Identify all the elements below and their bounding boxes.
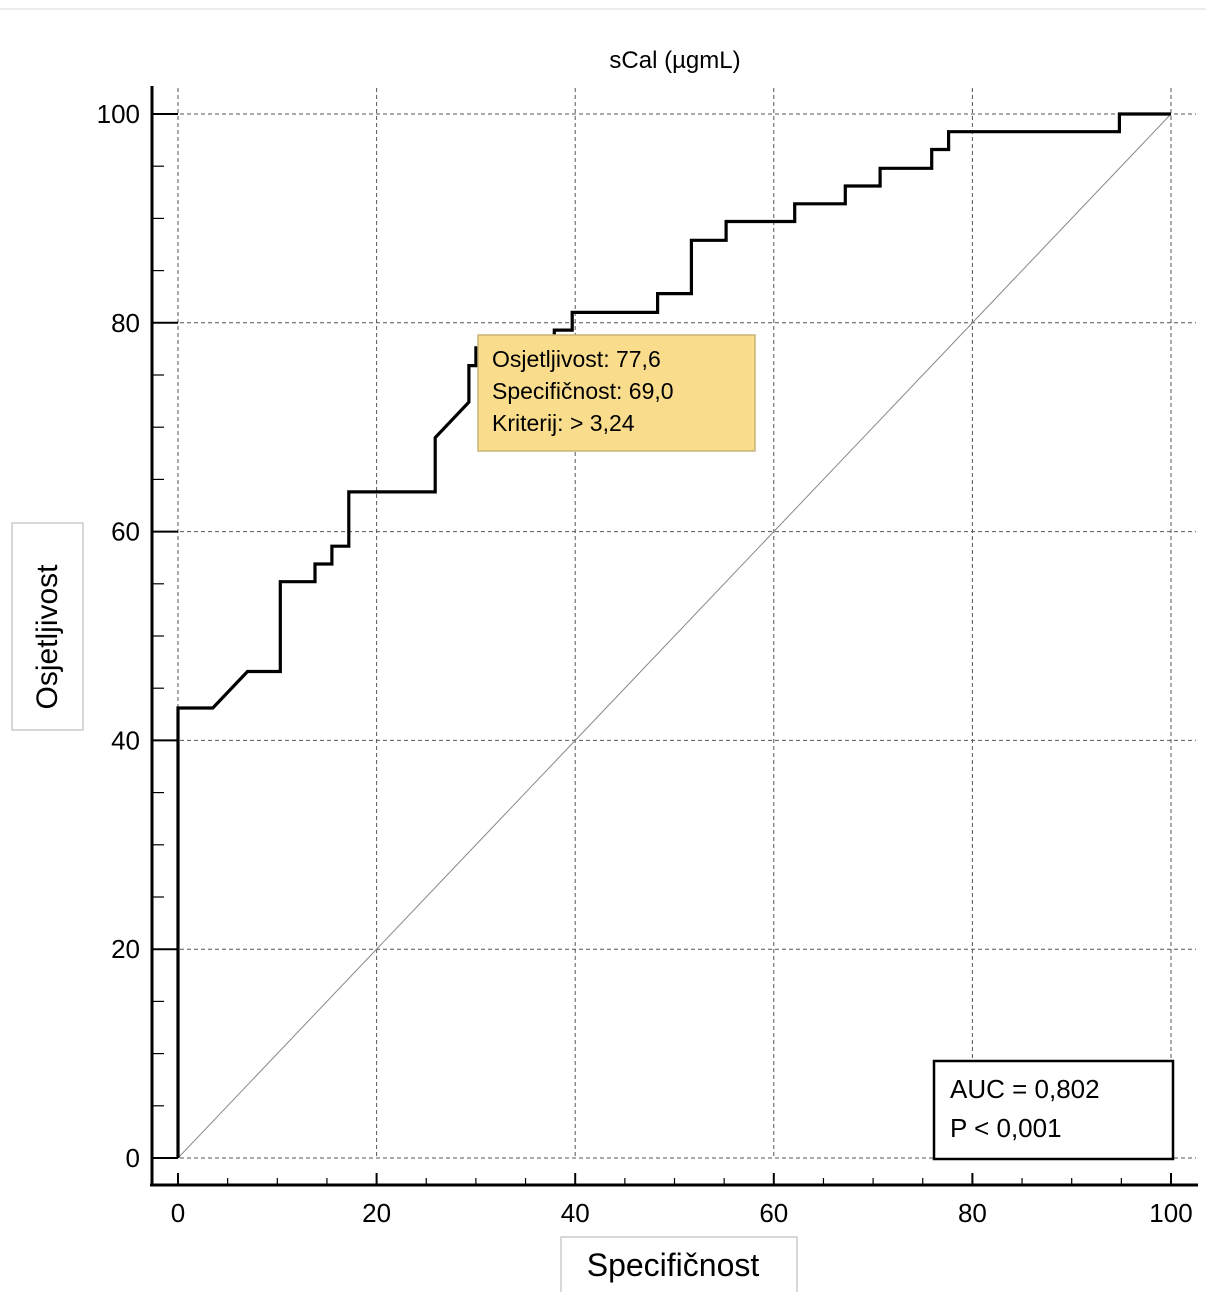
- chart-title: sCal (µgmL): [609, 47, 740, 74]
- y-tick-label: 60: [111, 517, 140, 547]
- roc-curve: [176, 112, 1171, 1158]
- y-axis-label: Osjetljivost: [11, 522, 84, 731]
- y-axis-label-box: [11, 522, 84, 731]
- tooltip-line-1: Osjetljivost: 77,6: [492, 346, 661, 372]
- reference-diagonal: [177, 113, 1172, 1159]
- grid: [152, 88, 1196, 1159]
- tooltip-box: [477, 334, 756, 452]
- x-axis-label-box: [560, 1236, 798, 1292]
- x-axis-label: Specifičnost: [560, 1236, 798, 1292]
- x-tick-label: 20: [362, 1198, 391, 1228]
- x-tick-label: 60: [759, 1198, 788, 1228]
- x-tick-label: 100: [1149, 1198, 1192, 1228]
- tooltip: Osjetljivost: 77,6 Specifičnost: 69,0 Kr…: [477, 334, 756, 452]
- auc-box-frame: [932, 1059, 1175, 1161]
- ticks: 0 20 40 60 80 100 0 20 40 60 80 100: [97, 99, 1193, 1228]
- x-tick-label: 0: [171, 1198, 185, 1228]
- auc-value: AUC = 0,802: [950, 1074, 1100, 1104]
- x-tick-label: 40: [561, 1198, 590, 1228]
- y-axis-label-text: Osjetljivost: [31, 564, 64, 710]
- p-value: P < 0,001: [950, 1113, 1062, 1143]
- y-tick-label: 80: [111, 308, 140, 338]
- tooltip-line-2: Specifičnost: 69,0: [492, 378, 674, 404]
- y-tick-label: 0: [126, 1143, 140, 1173]
- auc-box: AUC = 0,802 P < 0,001: [932, 1059, 1175, 1161]
- tooltip-line-3: Kriterij: > 3,24: [492, 410, 635, 436]
- x-axis-label-text: Specifičnost: [587, 1247, 760, 1283]
- y-tick-label: 40: [111, 725, 140, 755]
- y-tick-label: 20: [111, 934, 140, 964]
- x-tick-label: 80: [958, 1198, 987, 1228]
- y-tick-label: 100: [97, 99, 140, 129]
